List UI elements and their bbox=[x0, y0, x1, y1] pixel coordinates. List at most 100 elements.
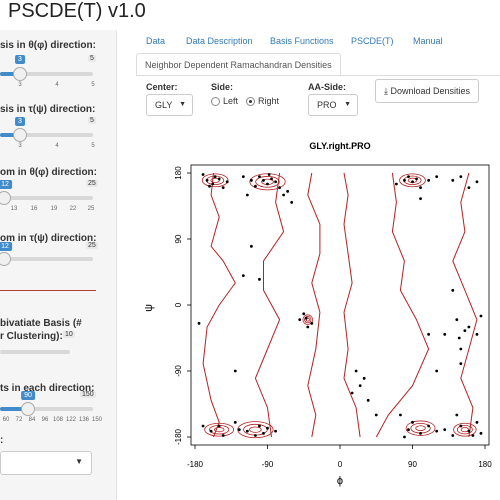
slider-tick: 13 bbox=[10, 206, 18, 212]
slider-max: 25 bbox=[86, 242, 98, 249]
data-point bbox=[435, 369, 439, 373]
slider-fill bbox=[0, 72, 20, 76]
data-point bbox=[411, 180, 414, 184]
slider-tick: 96 bbox=[41, 417, 49, 423]
slider-max: 25 bbox=[86, 180, 98, 187]
select-label: : bbox=[0, 435, 4, 446]
slider-tick: 136 bbox=[78, 417, 90, 423]
data-point bbox=[298, 318, 302, 322]
tab-data[interactable]: Data bbox=[146, 36, 166, 46]
contour-layer bbox=[202, 172, 478, 438]
slider-tick: 5 bbox=[91, 143, 95, 149]
center-value: GLY bbox=[155, 100, 173, 110]
slider-bivariate-basis[interactable] bbox=[0, 350, 70, 354]
data-point bbox=[302, 312, 306, 316]
contour-line bbox=[307, 172, 321, 438]
data-point bbox=[233, 420, 237, 424]
data-point bbox=[427, 424, 431, 428]
data-point bbox=[467, 186, 471, 190]
data-point bbox=[475, 420, 479, 424]
slider-handle[interactable] bbox=[13, 67, 27, 81]
density-contour-ring bbox=[261, 178, 274, 185]
slider-psi-basis[interactable] bbox=[0, 128, 93, 142]
tab-basis-functions[interactable]: Basis Functions bbox=[270, 36, 334, 46]
slider-tick: 150 bbox=[91, 417, 103, 423]
data-point bbox=[241, 175, 245, 179]
x-tick-label: 0 bbox=[338, 460, 343, 469]
slider-handle[interactable] bbox=[21, 402, 35, 416]
slider-label-psi-freedom: om in τ(ψ) direction: bbox=[0, 233, 97, 244]
data-point bbox=[211, 182, 215, 186]
data-point bbox=[475, 180, 479, 184]
slider-phi-basis[interactable] bbox=[0, 67, 93, 81]
density-contour-ring bbox=[403, 175, 422, 186]
slider-handle[interactable] bbox=[0, 252, 11, 266]
tab-manual[interactable]: Manual bbox=[413, 36, 443, 46]
side-radio-left[interactable]: Left bbox=[211, 96, 238, 107]
data-point bbox=[213, 175, 217, 179]
density-contour-ring bbox=[453, 422, 477, 437]
density-contour-ring bbox=[304, 316, 312, 324]
data-point bbox=[399, 413, 402, 417]
x-tick-label: -90 bbox=[262, 460, 274, 469]
caret-down-icon: ▼ bbox=[344, 101, 351, 108]
data-point bbox=[451, 434, 455, 437]
y-tick-label: 180 bbox=[174, 166, 183, 180]
data-point bbox=[479, 314, 483, 318]
data-point bbox=[403, 435, 406, 439]
data-point bbox=[310, 321, 314, 325]
tab-data-description[interactable]: Data Description bbox=[186, 36, 253, 46]
density-contour-ring bbox=[399, 173, 426, 188]
data-point bbox=[221, 434, 225, 437]
axes-layer: -180 -90 0 90 180 -180 -90 0 90 180 bbox=[174, 166, 492, 469]
slider-handle[interactable] bbox=[0, 191, 11, 205]
contour-line bbox=[202, 172, 236, 438]
data-point bbox=[254, 184, 257, 188]
slider-tick: 72 bbox=[15, 417, 23, 423]
center-select[interactable]: GLY ▼ bbox=[146, 94, 193, 116]
slider-psi-freedom[interactable] bbox=[0, 252, 93, 266]
data-point bbox=[407, 428, 410, 432]
main-tabs: Data Data Description Basis Functions PS… bbox=[136, 30, 500, 76]
data-point bbox=[266, 182, 269, 186]
slider-tick: 3 bbox=[18, 82, 22, 88]
density-contour-ring bbox=[243, 423, 268, 436]
data-point bbox=[304, 316, 308, 320]
slider-points[interactable] bbox=[0, 402, 93, 416]
tab-underline bbox=[136, 75, 500, 76]
center-label: Center: bbox=[146, 82, 178, 92]
slider-phi-freedom[interactable] bbox=[0, 191, 93, 205]
point-layer bbox=[197, 173, 483, 439]
data-point bbox=[443, 332, 447, 336]
side-radio-right[interactable]: Right bbox=[246, 96, 279, 107]
tab-pscdet[interactable]: PSCDE(T) bbox=[351, 36, 394, 46]
slider-tick: 16 bbox=[30, 206, 38, 212]
density-contour-ring bbox=[249, 426, 262, 433]
slider-label-bivariate-basis: bivatiate Basis (# bbox=[0, 318, 82, 329]
slider-max: 10 bbox=[63, 331, 75, 338]
radio-checked-icon bbox=[246, 97, 255, 107]
data-point bbox=[249, 178, 253, 182]
app-title: PSCDE(T) v1.0 bbox=[8, 0, 146, 22]
density-contour-ring bbox=[206, 175, 225, 186]
y-tick-label: -90 bbox=[174, 365, 183, 377]
download-densities-button[interactable]: ⤓ Download Densities bbox=[375, 79, 480, 103]
aa-side-select[interactable]: PRO ▼ bbox=[308, 94, 358, 116]
slider-label-phi-freedom: om in θ(φ) direction: bbox=[0, 167, 97, 178]
data-point bbox=[233, 369, 237, 373]
density-contour-ring bbox=[410, 422, 431, 434]
data-point bbox=[455, 413, 459, 417]
data-point bbox=[266, 426, 269, 430]
data-point bbox=[258, 424, 261, 428]
slider-value: 12 bbox=[0, 180, 12, 189]
plot-frame bbox=[190, 164, 490, 446]
data-point bbox=[443, 428, 447, 432]
tab-neighbor-densities[interactable]: Neighbor Dependent Ramachandran Densitie… bbox=[136, 53, 341, 76]
data-point bbox=[221, 186, 225, 190]
slider-handle[interactable] bbox=[13, 128, 27, 142]
slider-tick: 19 bbox=[50, 206, 58, 212]
sidebar-select[interactable]: ▼ bbox=[0, 451, 92, 475]
slider-label-bivariate-basis-2: r Clustering): bbox=[0, 331, 63, 342]
data-point bbox=[435, 429, 439, 433]
data-point bbox=[354, 369, 358, 373]
